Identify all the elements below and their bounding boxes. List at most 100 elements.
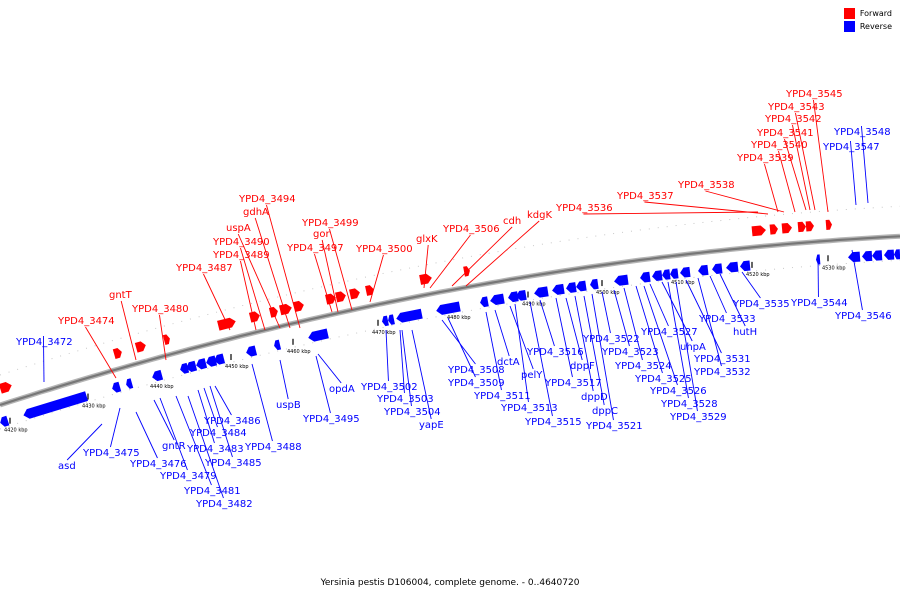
- reverse-leader-line: [583, 295, 605, 406]
- reverse-gene-label: YPD4_3527: [640, 283, 698, 338]
- reverse-gene-arrow: [0, 415, 10, 427]
- forward-gene-arrow: [0, 381, 12, 394]
- reverse-gene-name: YPD4_3502: [360, 382, 418, 393]
- reverse-gene-arrow: [576, 280, 587, 292]
- reverse-leader-line: [719, 273, 746, 327]
- forward-leader-line: [240, 260, 257, 331]
- reverse-leader-line: [851, 249, 863, 311]
- reverse-gene-arrow: [196, 358, 208, 370]
- reverse-leader-line: [574, 295, 594, 392]
- forward-gene-arrow: [769, 224, 778, 235]
- reverse-leader-line: [43, 335, 45, 383]
- backbone-line: [0, 235, 900, 407]
- reverse-gene-label: dppF: [565, 297, 595, 372]
- reverse-gene-name: dppF: [570, 361, 595, 372]
- forward-gene-name: uspA: [226, 223, 251, 234]
- forward-gene-arrow: [268, 306, 278, 318]
- reverse-gene-name: YPD4_3481: [183, 486, 241, 497]
- scale-tick-label: 4430 kbp: [82, 404, 106, 410]
- reverse-gene-label: YPD4_3502: [360, 329, 418, 393]
- forward-gene-label: YPD4_3540: [750, 140, 808, 213]
- reverse-gene-name: YPD4_3495: [302, 414, 360, 425]
- forward-leader-line: [465, 220, 540, 287]
- scale-tick-label: 4510 kbp: [671, 280, 695, 286]
- reverse-gene-name: YPD4_3515: [524, 417, 582, 428]
- reverse-leader-line: [861, 125, 869, 204]
- forward-gene-arrow: [248, 311, 260, 323]
- reverse-gene-arrow: [712, 263, 723, 274]
- reverse-gene-name: YPD4_3527: [640, 327, 698, 338]
- forward-gene-name: gdhA: [243, 207, 269, 218]
- reverse-gene-label: YPD4_3532: [693, 277, 751, 378]
- forward-gene-name: YPD4_3490: [212, 237, 270, 248]
- scale-tick: 4420 kbp: [4, 417, 28, 434]
- reverse-leader-line: [741, 271, 761, 299]
- reverse-gene-label: YPD4_3479: [159, 397, 217, 482]
- reverse-leader-line: [697, 277, 722, 367]
- reverse-leader-line: [539, 299, 555, 347]
- forward-gene-arrow: [419, 273, 432, 285]
- reverse-gene-name: YPD4_3526: [649, 386, 707, 397]
- forward-gene-arrow: [325, 293, 336, 305]
- reverse-gene-label: uhpA: [661, 281, 706, 353]
- scale-tick: 4460 kbp: [287, 338, 311, 355]
- reverse-gene-name: YPD4_3525: [634, 374, 692, 385]
- reverse-gene-label: YPD4_3546: [834, 249, 892, 322]
- reverse-gene-label: YPD4_3548: [833, 125, 891, 204]
- scale-tick: 4430 kbp: [82, 393, 106, 410]
- forward-gene-name: YPD4_3487: [175, 263, 233, 274]
- forward-leader-line: [451, 226, 513, 287]
- forward-leader-line: [159, 314, 167, 361]
- legend-entry-forward: Forward: [843, 7, 892, 20]
- reverse-gene-arrow: [382, 315, 389, 327]
- reverse-gene-label: YPD4_3524: [614, 287, 672, 372]
- reverse-gene-label: YPD4_3516: [526, 299, 584, 358]
- forward-gene-label: YPD4_3543: [767, 102, 825, 211]
- reverse-leader-line: [175, 395, 212, 486]
- forward-gene-label: kdgK: [465, 210, 552, 287]
- reverse-swatch: [843, 21, 855, 32]
- scale-tick-label: 4470 kbp: [372, 330, 396, 336]
- forward-gene-label: YPD4_3497: [286, 243, 344, 313]
- reverse-gene-label: YPD4_3503: [376, 329, 434, 405]
- forward-gene-name: YPD4_3543: [767, 102, 825, 113]
- reverse-gene-arrow: [552, 283, 565, 295]
- forward-gene-name: YPD4_3474: [57, 316, 115, 327]
- reverse-gene-arrow: [436, 301, 461, 315]
- forward-gene-label: YPD4_3480: [131, 304, 189, 361]
- forward-gene-arrow: [112, 348, 122, 359]
- forward-gene-arrow: [217, 317, 236, 331]
- reverse-leader-line: [613, 289, 630, 347]
- forward-gene-label: YPD4_3506: [429, 224, 500, 289]
- reverse-gene-name: YPD4_3472: [15, 337, 73, 348]
- forward-gene-name: YPD4_3542: [764, 114, 822, 125]
- forward-gene-label: glxK: [416, 234, 438, 289]
- reverse-track-guide: [0, 259, 900, 430]
- reverse-gene-name: YPD4_3508: [447, 365, 505, 376]
- gene-features: [0, 219, 900, 427]
- reverse-gene-name: YPD4_3486: [203, 416, 261, 427]
- reverse-gene-name: opdA: [329, 384, 355, 395]
- forward-gene-label: gdhA: [243, 207, 291, 329]
- forward-gene-name: glxK: [416, 234, 438, 245]
- reverse-leader-line: [279, 359, 289, 400]
- reverse-gene-name: YPD4_3521: [585, 421, 643, 432]
- reverse-gene-arrow: [848, 251, 861, 263]
- forward-gene-label: YPD4_3494: [238, 194, 301, 329]
- forward-gene-arrow: [292, 300, 304, 312]
- reverse-gene-name: uspB: [276, 400, 301, 411]
- reverse-gene-name: YPD4_3485: [204, 458, 262, 469]
- reverse-gene-label: pelY: [509, 305, 543, 381]
- forward-leader-line: [329, 228, 353, 311]
- reverse-gene-label: YPD4_3486: [203, 385, 261, 427]
- forward-gene-name: YPD4_3497: [286, 243, 344, 254]
- reverse-gene-name: pelY: [521, 370, 543, 381]
- reverse-gene-name: YPD4_3522: [582, 334, 640, 345]
- reverse-leader-line: [485, 311, 502, 391]
- forward-gene-label: YPD4_3541: [756, 128, 814, 211]
- forward-gene-arrow: [134, 341, 146, 353]
- reverse-gene-name: hutH: [733, 327, 757, 338]
- forward-gene-name: YPD4_3539: [736, 153, 794, 164]
- reverse-gene-arrow: [23, 391, 89, 419]
